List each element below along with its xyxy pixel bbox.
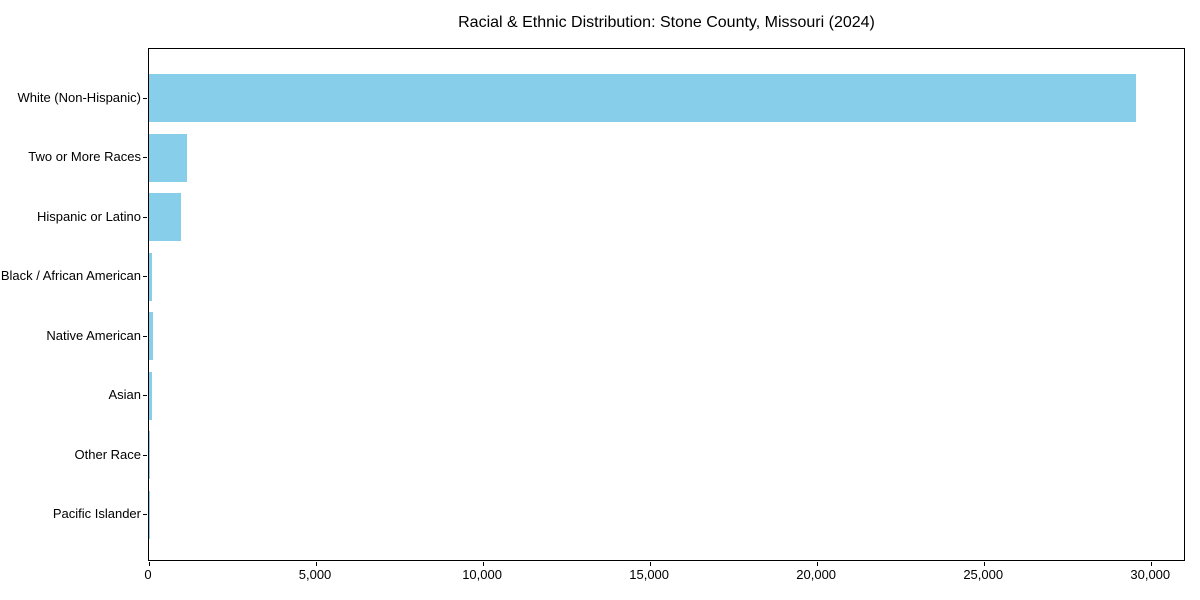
bar-hispanic-or-latino: [149, 193, 181, 241]
y-label-native-american: Native American: [46, 327, 141, 343]
y-label-white-non-hispanic: White (Non-Hispanic): [17, 89, 141, 105]
x-tick-25000: [983, 562, 985, 566]
bar-two-or-more-races: [149, 133, 188, 182]
x-tick-30000: [1150, 562, 1152, 566]
y-label-other-race: Other Race: [74, 446, 141, 462]
x-tick-0: [149, 562, 150, 566]
x-label-5000: 5,000: [298, 567, 332, 582]
y-label-pacific-islander: Pacific Islander: [52, 506, 141, 521]
y-tick-pacific-islander: [143, 514, 147, 515]
y-label-asian: Asian: [108, 387, 141, 402]
bar-black-african-american: [149, 252, 153, 301]
x-label-25000: 25,000: [963, 567, 1004, 582]
y-tick-other-race: [143, 454, 147, 456]
y-label-two-or-more-races: Two or More Races: [28, 149, 141, 164]
y-axis-labels: White (Non-Hispanic) Two or More Races His…: [0, 48, 141, 561]
bar-other-race: [149, 431, 151, 479]
bar-pacific-islander: [149, 490, 150, 539]
x-label-15000: 15,000: [629, 567, 670, 582]
y-tick-two-or-more-races: [143, 157, 147, 158]
x-axis-labels: 0 5,000 10,000 15,000 20,000 25,000 30,000: [144, 567, 1185, 585]
x-tick-5000: [315, 562, 317, 566]
x-label-20000: 20,000: [796, 567, 837, 582]
plot-area: [143, 48, 1185, 566]
x-tick-15000: [649, 562, 651, 566]
x-label-0: 0: [144, 567, 152, 582]
chart-title: Racial & Ethnic Distribution: Stone Coun…: [458, 14, 875, 31]
y-tick-native-american: [143, 335, 147, 337]
y-tick-white-non-hispanic: [143, 97, 147, 99]
y-tick-black-african-american: [143, 276, 147, 277]
x-tick-10000: [482, 562, 484, 566]
bar-native-american: [149, 312, 153, 360]
x-tick-20000: [816, 562, 818, 566]
x-label-30000: 30,000: [1130, 567, 1171, 582]
y-label-black-african-american: Black / African American: [0, 268, 141, 283]
bar-white-non-hispanic: [149, 74, 1137, 122]
y-tick-asian: [143, 395, 147, 396]
bar-asian: [149, 371, 152, 420]
y-tick-hispanic-or-latino: [143, 216, 147, 218]
y-label-hispanic-or-latino: Hispanic or Latino: [36, 208, 141, 224]
x-label-10000: 10,000: [462, 567, 502, 582]
